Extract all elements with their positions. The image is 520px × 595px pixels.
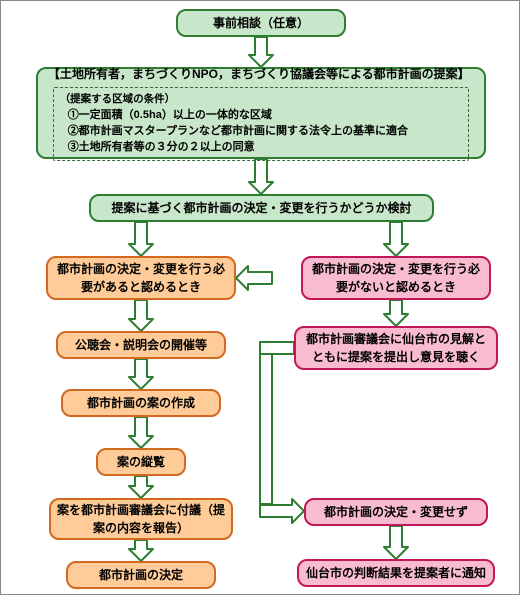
node-n10: 都市計画の決定 [66, 561, 216, 589]
condition-line: ①一定面積（0.5ha）以上の一体的な区域 [60, 108, 463, 124]
node-text: 都市計画審議会に仙台市の見解とともに提案を提出し意見を聴く [302, 330, 490, 366]
node-n2: 提案に基づく都市計画の決定・変更を行うかどうか検討 [89, 194, 434, 222]
condition-line: ②都市計画マスタープランなど都市計画に関する法令上の基準に適合 [60, 124, 463, 140]
node-text: 事前相談（任意） [213, 14, 309, 32]
node-text: 都市計画の決定・変更を行う必要があると認めるとき [54, 260, 228, 296]
node-text: 案を都市計画審議会に付議（提案の内容を報告） [57, 501, 225, 537]
node-n9: 案を都市計画審議会に付議（提案の内容を報告） [49, 498, 233, 540]
node-n4: 都市計画の決定・変更を行う必要がないと認めるとき [301, 256, 491, 300]
node-n11: 都市計画の決定・変更せず [304, 498, 488, 526]
condition-line: ③土地所有者等の３分の２以上の同意 [60, 140, 463, 156]
node-n3: 都市計画の決定・変更を行う必要があると認めるとき [46, 256, 236, 300]
node-title: 【土地所有者，まちづくりNPO，まちづくり協議会等による都市計画の提案】 [44, 65, 478, 83]
node-n0: 事前相談（任意） [176, 9, 346, 37]
node-n5: 公聴会・説明会の開催等 [56, 331, 226, 359]
node-text: 案の縦覧 [117, 453, 165, 471]
node-n12: 仙台市の判断結果を提案者に通知 [297, 559, 495, 587]
node-text: 提案に基づく都市計画の決定・変更を行うかどうか検討 [111, 199, 411, 217]
node-n7: 都市計画の案の作成 [61, 389, 221, 417]
node-text: 都市計画の決定・変更せず [324, 503, 468, 521]
node-text: 都市計画の案の作成 [87, 394, 195, 412]
conditions-box: （提案する区域の条件）①一定面積（0.5ha）以上の一体的な区域②都市計画マスタ… [53, 87, 470, 160]
node-text: 公聴会・説明会の開催等 [75, 336, 207, 354]
node-text: 仙台市の判断結果を提案者に通知 [306, 564, 486, 582]
node-n8: 案の縦覧 [96, 448, 186, 476]
node-text: 都市計画の決定・変更を行う必要がないと認めるとき [309, 260, 483, 296]
node-n6: 都市計画審議会に仙台市の見解とともに提案を提出し意見を聴く [294, 326, 498, 370]
flowchart-canvas: 事前相談（任意） 【土地所有者，まちづくりNPO，まちづくり協議会等による都市計画… [0, 0, 520, 595]
node-text: 都市計画の決定 [99, 566, 183, 584]
conditions-title: （提案する区域の条件） [60, 92, 463, 107]
node-n1: 【土地所有者，まちづくりNPO，まちづくり協議会等による都市計画の提案】 （提案す… [36, 67, 486, 159]
